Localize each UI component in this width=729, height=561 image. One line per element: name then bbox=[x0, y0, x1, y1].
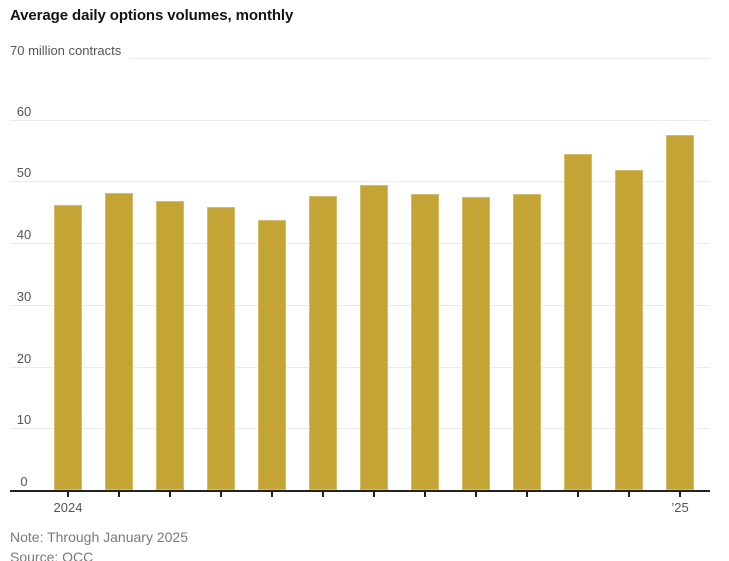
x-axis-tick bbox=[577, 492, 579, 497]
bar-jan-2025[interactable] bbox=[666, 135, 694, 490]
x-axis-tick bbox=[526, 492, 528, 497]
y-gridline bbox=[10, 120, 710, 121]
x-axis-tick bbox=[271, 492, 273, 497]
y-tick-label: 30 bbox=[16, 289, 32, 304]
y-tick-label: 0 bbox=[20, 474, 28, 489]
x-axis-tick bbox=[475, 492, 477, 497]
y-tick-label: 40 bbox=[16, 227, 32, 242]
x-axis-tick bbox=[679, 492, 681, 497]
x-axis-tick bbox=[118, 492, 120, 497]
x-axis-tick bbox=[628, 492, 630, 497]
bar-jan-2024[interactable] bbox=[54, 205, 82, 490]
y-tick-label: 20 bbox=[16, 351, 32, 366]
y-tick-label: 50 bbox=[16, 165, 32, 180]
y-axis-unit-label: 70 million contracts bbox=[10, 43, 122, 58]
bar-jul-2024[interactable] bbox=[360, 185, 388, 490]
x-axis-tick bbox=[424, 492, 426, 497]
bar-jun-2024[interactable] bbox=[309, 196, 337, 490]
x-tick-label: 2024 bbox=[53, 500, 83, 515]
x-axis-tick bbox=[373, 492, 375, 497]
bar-mar-2024[interactable] bbox=[156, 201, 184, 490]
bar-oct-2024[interactable] bbox=[513, 194, 541, 490]
y-tick-label: 10 bbox=[16, 412, 32, 427]
x-axis-tick bbox=[67, 492, 69, 497]
bar-aug-2024[interactable] bbox=[411, 194, 439, 490]
bar-may-2024[interactable] bbox=[258, 220, 286, 490]
x-tick-label: ’25 bbox=[671, 500, 689, 515]
x-axis-line bbox=[10, 490, 710, 492]
chart-title: Average daily options volumes, monthly bbox=[10, 7, 294, 24]
bar-nov-2024[interactable] bbox=[564, 154, 592, 490]
bar-sep-2024[interactable] bbox=[462, 197, 490, 490]
y-gridline bbox=[129, 58, 710, 59]
y-gridline bbox=[10, 181, 710, 182]
source-text: Source: OCC bbox=[10, 549, 94, 561]
note-text: Note: Through January 2025 bbox=[10, 529, 188, 545]
bar-dec-2024[interactable] bbox=[615, 170, 643, 490]
x-axis-tick bbox=[169, 492, 171, 497]
bar-apr-2024[interactable] bbox=[207, 207, 235, 490]
y-tick-label: 60 bbox=[16, 104, 32, 119]
x-axis-tick bbox=[322, 492, 324, 497]
x-axis-tick bbox=[220, 492, 222, 497]
bar-feb-2024[interactable] bbox=[105, 193, 133, 490]
